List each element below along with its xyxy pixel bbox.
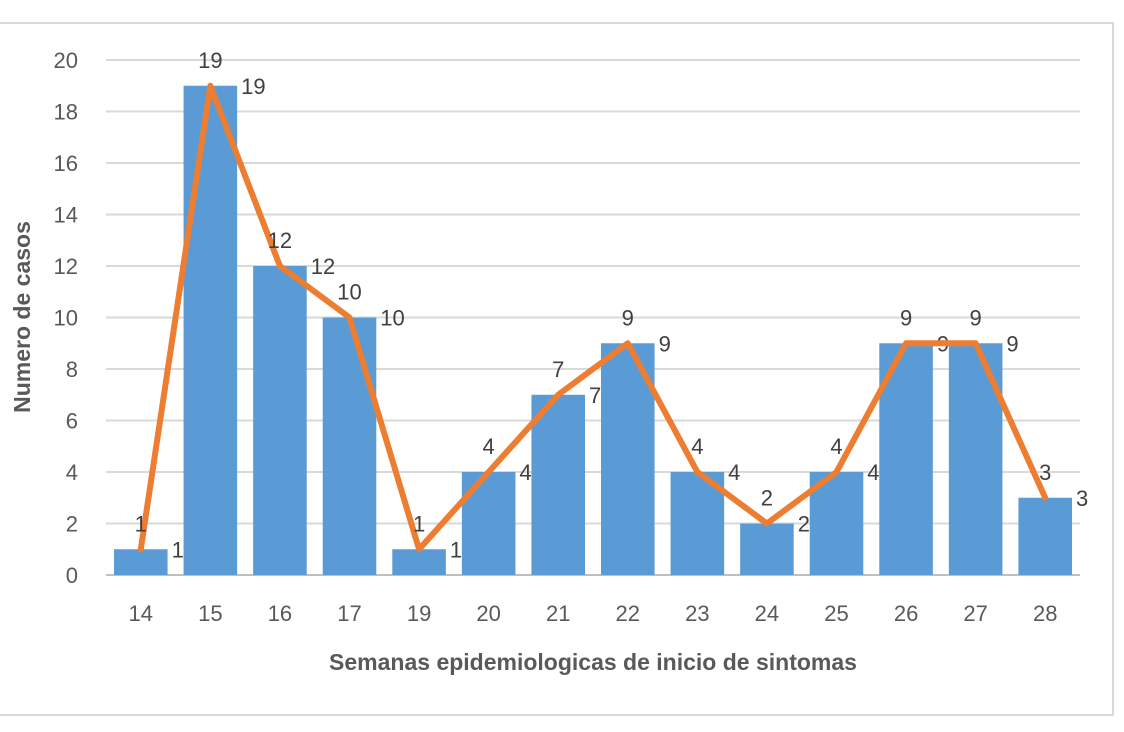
x-tick-label: 24 — [755, 601, 779, 626]
bar — [322, 317, 377, 575]
y-tick-label: 10 — [54, 306, 78, 331]
line-data-label: 9 — [900, 305, 912, 330]
line-data-label: 4 — [691, 434, 703, 459]
bar-data-label: 9 — [659, 331, 671, 356]
x-tick-label: 16 — [268, 601, 292, 626]
x-tick-label: 21 — [546, 601, 570, 626]
y-tick-label: 6 — [66, 409, 78, 434]
y-axis-title: Numero de casos — [9, 221, 35, 413]
x-tick-label: 19 — [407, 601, 431, 626]
x-tick-label: 22 — [616, 601, 640, 626]
bar-data-label: 12 — [311, 254, 335, 279]
line-data-label: 19 — [198, 48, 222, 73]
line-data-label: 10 — [337, 280, 361, 305]
y-tick-label: 0 — [66, 563, 78, 588]
bar — [1018, 497, 1072, 575]
x-tick-label: 23 — [685, 601, 709, 626]
bar — [740, 523, 794, 575]
bar — [253, 266, 307, 575]
x-tick-label: 25 — [824, 601, 848, 626]
line-data-label: 2 — [761, 486, 773, 511]
y-tick-label: 4 — [66, 460, 78, 485]
bar — [531, 394, 585, 575]
bar — [392, 549, 446, 575]
x-tick-labels: 14 15 16 17 19 20 21 22 23 24 25 26 27 28 — [129, 601, 1058, 626]
bar-data-label: 2 — [798, 512, 810, 537]
y-tick-label: 20 — [54, 48, 78, 73]
line-data-label: 12 — [268, 228, 292, 253]
x-tick-label: 26 — [894, 601, 918, 626]
line-data-label: 1 — [413, 511, 425, 536]
x-tick-label: 17 — [337, 601, 361, 626]
bar-data-label: 4 — [728, 460, 740, 485]
y-tick-label: 2 — [66, 512, 78, 537]
y-tick-label: 16 — [54, 151, 78, 176]
y-tick-label: 8 — [66, 357, 78, 382]
y-tick-labels: 0 2 4 6 8 10 12 14 16 18 20 — [54, 48, 78, 588]
bar-data-label: 3 — [1076, 486, 1088, 511]
bar — [461, 472, 516, 575]
x-tick-label: 28 — [1033, 601, 1057, 626]
line-data-label: 3 — [1039, 460, 1051, 485]
line-data-label: 7 — [552, 357, 564, 382]
x-tick-label: 27 — [963, 601, 987, 626]
bar-data-label: 19 — [241, 74, 265, 99]
series-line — [137, 82, 1049, 553]
line-data-label: 4 — [830, 434, 842, 459]
bar — [809, 472, 864, 575]
line-data-label: 9 — [970, 305, 982, 330]
y-tick-label: 18 — [54, 100, 78, 125]
bar-data-label: 10 — [380, 306, 404, 331]
x-tick-label: 14 — [129, 601, 153, 626]
bar-data-label: 9 — [1006, 331, 1018, 356]
bar — [183, 85, 238, 575]
line-data-label: 1 — [135, 511, 147, 536]
line-data-label: 4 — [483, 434, 495, 459]
x-tick-label: 20 — [476, 601, 500, 626]
bar-data-label: 1 — [450, 537, 462, 562]
line-series — [137, 82, 1049, 553]
bar-series — [114, 85, 1072, 575]
x-axis-title: Semanas epidemiologicas de inicio de sin… — [329, 649, 857, 675]
bar-data-label: 4 — [867, 460, 879, 485]
bar-data-label: 4 — [519, 460, 531, 485]
gridlines — [106, 59, 1080, 576]
bar — [670, 472, 725, 575]
bar-data-label: 1 — [172, 537, 184, 562]
x-tick-label: 15 — [198, 601, 222, 626]
bar — [114, 549, 168, 575]
y-tick-label: 14 — [54, 203, 78, 228]
y-tick-label: 12 — [54, 254, 78, 279]
line-data-label: 9 — [622, 305, 634, 330]
bar-data-label: 7 — [589, 383, 601, 408]
